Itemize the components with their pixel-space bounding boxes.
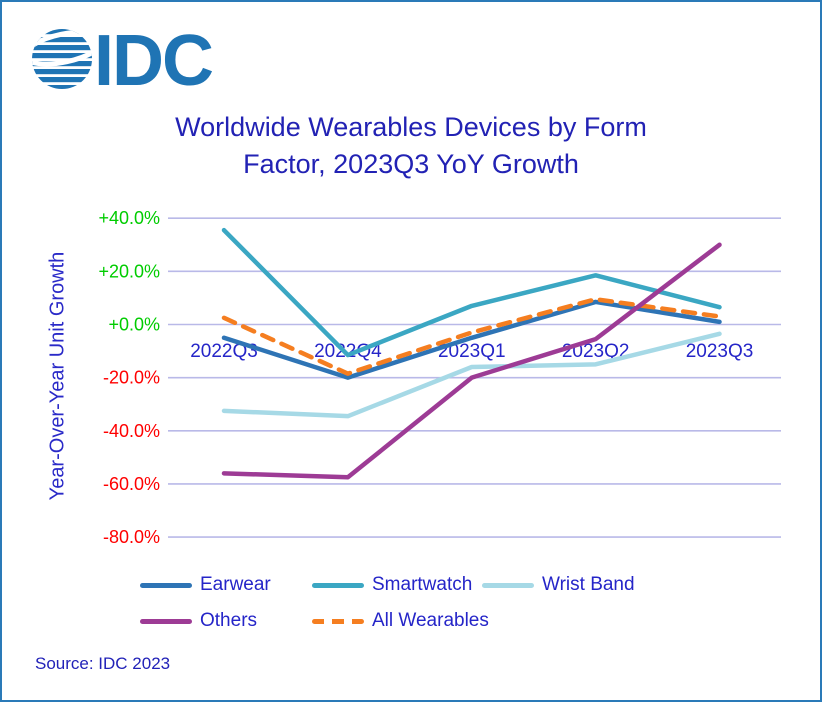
legend-label-all-wearables: All Wearables	[372, 610, 489, 631]
y-tick-label: -40.0%	[103, 421, 160, 441]
legend-swatch-all-wearables	[312, 618, 364, 624]
legend-item-others: Others	[140, 610, 257, 632]
series-line-smartwatch	[221, 227, 722, 358]
y-tick-label: -60.0%	[103, 474, 160, 494]
idc-globe-icon	[32, 29, 92, 89]
series-line-all-wearables	[221, 297, 722, 376]
y-tick-label: +0.0%	[108, 315, 160, 335]
legend-label-others: Others	[200, 610, 258, 631]
idc-logo-graphic: IDC	[32, 21, 215, 101]
series-line-wrist-band	[221, 331, 722, 419]
x-axis-label: 2023Q1	[438, 341, 506, 362]
y-tick-label: +20.0%	[98, 261, 160, 281]
y-tick-label: +40.0%	[98, 208, 160, 228]
idc-logo-text: IDC	[94, 22, 213, 96]
chart-title-line2: Factor, 2023Q3 YoY Growth	[243, 149, 579, 179]
legend-label-wrist-band: Wrist Band	[542, 574, 635, 595]
legend-item-earwear: Earwear	[140, 574, 271, 596]
x-axis-label: 2022Q3	[190, 341, 258, 362]
legend-item-wrist-band: Wrist Band	[482, 574, 635, 596]
legend-label-smartwatch: Smartwatch	[372, 574, 473, 595]
y-tick-label: -20.0%	[103, 368, 160, 388]
legend-swatch-earwear	[140, 582, 192, 588]
series-line-others	[221, 242, 722, 480]
chart-title: Worldwide Wearables Devices by Form Fact…	[2, 109, 820, 183]
legend-label-earwear: Earwear	[200, 574, 271, 595]
idc-logo: IDC	[32, 21, 242, 101]
legend-item-all-wearables: All Wearables	[312, 610, 489, 632]
legend-item-smartwatch: Smartwatch	[312, 574, 472, 596]
source-text: Source: IDC 2023	[35, 654, 171, 673]
x-axis-label: 2023Q3	[686, 341, 754, 362]
y-tick-label: -80.0%	[103, 527, 160, 547]
legend-swatch-wrist-band	[482, 582, 534, 588]
chart-title-line1: Worldwide Wearables Devices by Form	[175, 112, 647, 142]
legend-swatch-others	[140, 618, 192, 624]
legend-swatch-smartwatch	[312, 582, 364, 588]
